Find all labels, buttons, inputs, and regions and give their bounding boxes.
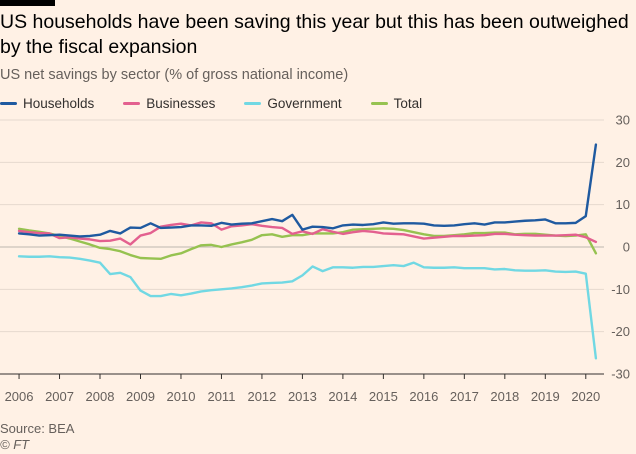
x-tick-label: 2018: [490, 389, 519, 404]
x-tick-label: 2008: [86, 389, 115, 404]
legend-label: Households: [23, 95, 95, 111]
y-tick-label: 10: [616, 197, 630, 212]
chart-title: US households have been saving this year…: [0, 11, 629, 58]
x-tick-label: 2007: [45, 389, 74, 404]
y-tick-label: -20: [611, 324, 630, 339]
source-note: Source: BEA: [0, 421, 75, 436]
x-tick-label: 2015: [369, 389, 398, 404]
chart-legend: Households Businesses Government Total: [0, 95, 451, 111]
x-tick-label: 2014: [328, 389, 357, 404]
chart-subtitle: US net savings by sector (% of gross nat…: [0, 67, 349, 83]
x-tick-label: 2010: [167, 389, 196, 404]
legend-swatch: [123, 101, 141, 105]
legend-item-households: Households: [0, 96, 94, 111]
legend-item-government: Government: [244, 95, 342, 111]
x-tick-label: 2020: [571, 389, 600, 404]
series-line-total: [17, 227, 598, 261]
x-tick-label: 2017: [450, 389, 479, 404]
x-tick-label: 2012: [247, 389, 276, 404]
y-tick-label: -10: [611, 282, 630, 297]
ft-credit: © FT: [0, 437, 30, 452]
legend-item-businesses: Businesses: [123, 96, 215, 111]
legend-label: Government: [267, 95, 342, 111]
legend-swatch: [244, 101, 262, 105]
legend-swatch: [0, 101, 17, 105]
y-tick-label: 0: [623, 240, 630, 255]
brand-bar: [0, 0, 55, 6]
x-tick-label: 2019: [531, 389, 560, 404]
x-tick-label: 2006: [5, 389, 34, 404]
legend-label: Businesses: [146, 95, 216, 111]
legend-label: Total: [393, 95, 423, 111]
x-tick-label: 2016: [409, 389, 438, 404]
y-tick-label: -30: [611, 367, 630, 382]
x-tick-label: 2013: [288, 389, 317, 404]
legend-swatch: [370, 101, 388, 105]
y-tick-label: 20: [616, 155, 630, 170]
series-line-businesses: [17, 221, 598, 246]
series-line-government: [17, 255, 598, 360]
y-tick-label: 30: [616, 113, 630, 128]
x-tick-label: 2011: [207, 389, 235, 404]
legend-item-total: Total: [370, 95, 423, 111]
series-line-households: [17, 143, 598, 238]
x-tick-label: 2009: [126, 389, 155, 404]
